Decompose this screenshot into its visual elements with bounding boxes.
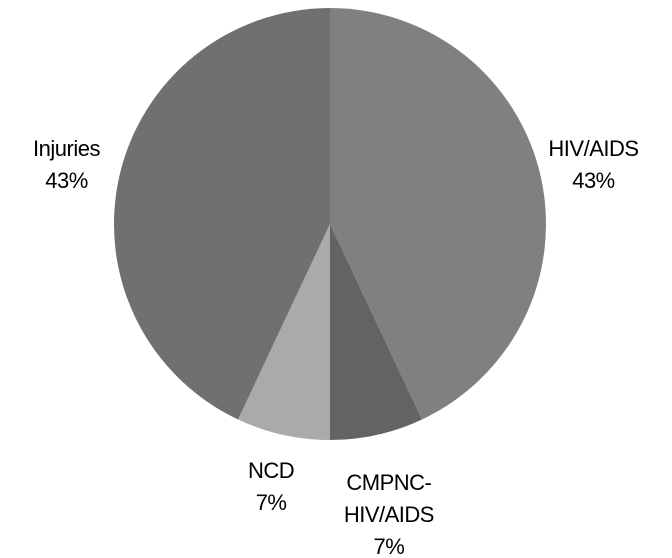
value-label: 7% [255,490,287,516]
pie-slice [330,224,422,440]
slice-label: CMPNC-HIV/AIDS 7% [329,467,449,558]
slice-label: Injuries 43% [7,133,127,197]
category-label: HIV/AIDS [548,136,639,162]
pie-slice [330,8,546,420]
value-label: 7% [373,534,405,558]
category-label: CMPNC-HIV/AIDS [343,470,435,528]
value-label: 43% [45,168,88,194]
pie-slice [114,8,330,420]
pie-slice [238,224,330,440]
value-label: 43% [572,168,615,194]
category-label: NCD [248,458,295,484]
slice-label: NCD 7% [211,455,331,519]
category-label: Injuries [33,136,100,162]
slice-label: HIV/AIDS 43% [533,133,653,197]
